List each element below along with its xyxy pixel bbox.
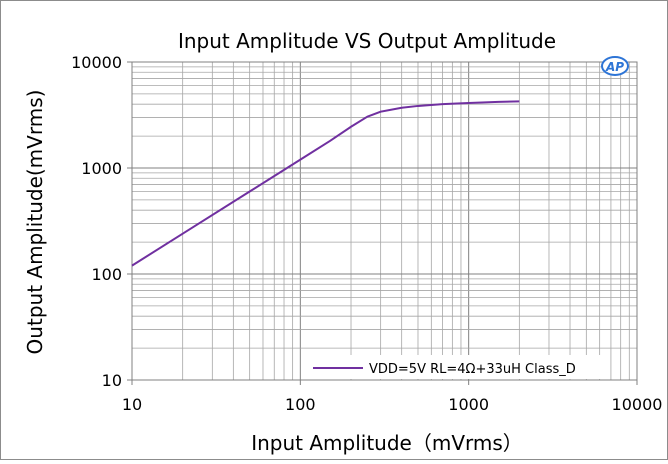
y-tick-label: 1000 (81, 159, 122, 178)
ap-logo-text: AP (605, 60, 624, 74)
legend-label: VDD=5V RL=4Ω+33uH Class_D (369, 362, 576, 377)
x-tick-label: 10 (122, 395, 142, 414)
ap-logo: AP (601, 56, 629, 76)
x-tick-label: 100 (285, 395, 316, 414)
y-axis-title: Output Amplitude(mVrms) (23, 90, 47, 355)
y-tick-label: 10000 (71, 53, 122, 72)
ap-logo-ring (601, 56, 629, 76)
legend: VDD=5V RL=4Ω+33uH Class_D (309, 355, 605, 379)
x-tick-label: 10000 (612, 395, 663, 414)
grid-layer (131, 62, 637, 381)
x-axis-title: Input Amplitude（mVrms） (251, 431, 523, 455)
chart-title: Input Amplitude VS Output Amplitude (178, 29, 556, 53)
series-line-0 (131, 100, 520, 267)
series-layer (131, 100, 520, 267)
y-tick-label: 100 (91, 265, 122, 284)
tick-layer: 10 100 1000 10000 10 100 1000 10000 (71, 53, 662, 414)
plot-area-border (131, 61, 638, 381)
x-tick-label: 1000 (448, 395, 489, 414)
y-tick-label: 10 (102, 371, 122, 390)
